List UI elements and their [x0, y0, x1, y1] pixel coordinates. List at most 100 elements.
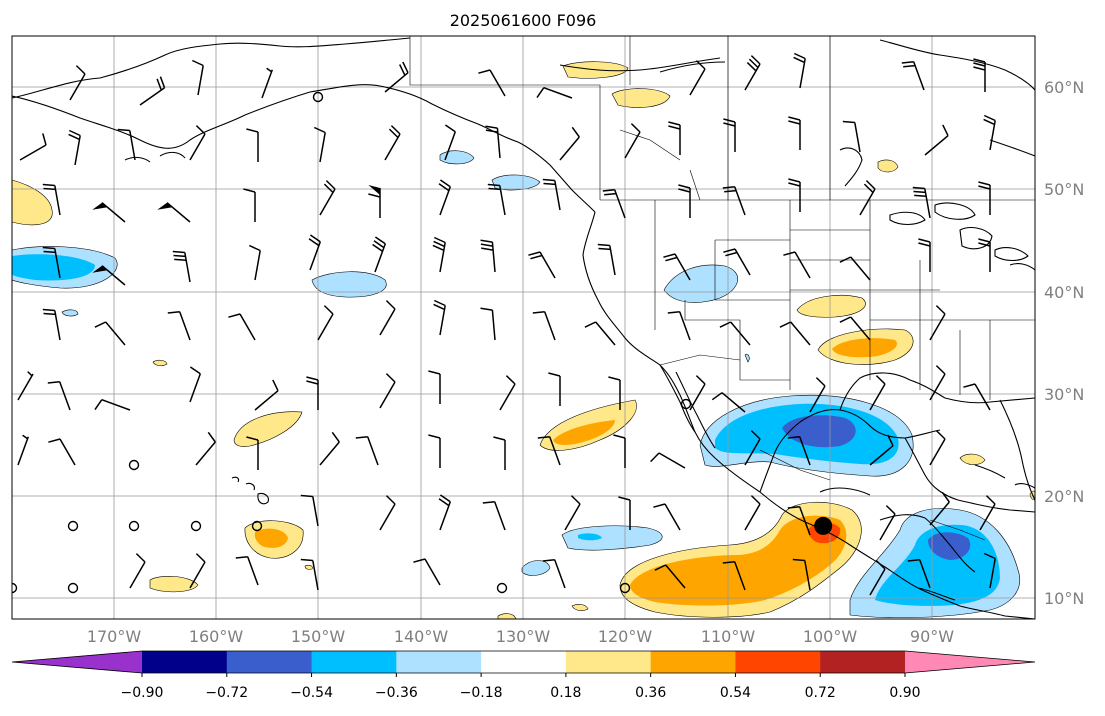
wind-barb — [117, 128, 136, 161]
colorbar-tick-label: 0.72 — [805, 685, 836, 701]
wind-barb — [722, 186, 746, 216]
lat-label: 30°N — [1044, 385, 1084, 404]
wind-barb — [650, 452, 686, 469]
colorbar-tick-label: 0.18 — [550, 685, 581, 701]
colorbar-segment — [820, 651, 906, 673]
wind-barb — [788, 178, 801, 212]
wind-barb — [979, 495, 996, 531]
wind-barb — [191, 59, 204, 96]
map-frame — [11, 35, 1036, 620]
wind-barb — [68, 129, 81, 166]
wind-barb — [924, 124, 949, 156]
wind-barb — [94, 398, 131, 411]
wind-barb — [487, 183, 506, 216]
wind-barb — [929, 491, 950, 526]
wind-barb — [901, 61, 925, 91]
wind-barb — [744, 495, 761, 531]
lon-label: 160°W — [189, 627, 244, 646]
wind-barb — [929, 365, 946, 401]
wind-barb — [978, 238, 991, 272]
wind-barb — [653, 503, 681, 531]
wind-barb — [499, 375, 516, 411]
wind-barb — [564, 495, 581, 531]
wind-barb — [485, 125, 501, 159]
wind-barb — [719, 321, 751, 346]
wind-barb — [678, 184, 691, 218]
wind-barb — [983, 552, 996, 589]
wind-barb — [787, 506, 811, 536]
wind-barb — [542, 178, 561, 211]
anomaly-contour-negative — [521, 560, 551, 576]
wind-barb — [839, 316, 871, 341]
wind-barb — [869, 434, 894, 466]
anomaly-contour-positive — [630, 515, 847, 606]
colorbar-tick-label: −0.72 — [205, 685, 248, 701]
wind-barb — [246, 436, 259, 470]
lon-label: 90°W — [910, 627, 954, 646]
anomaly-contour-positive — [959, 453, 986, 465]
wind-barb — [668, 121, 681, 155]
wind-barb — [368, 188, 381, 218]
colorbar-tick-label: −0.54 — [290, 685, 333, 701]
lon-label: 120°W — [598, 627, 653, 646]
wind-barb — [929, 305, 946, 341]
graticule — [12, 36, 1035, 619]
wind-barb — [433, 299, 446, 336]
wind-barb — [480, 239, 496, 273]
location-marker — [814, 516, 833, 535]
wind-barb — [907, 559, 931, 589]
wind-barb — [792, 558, 811, 591]
wind-barb — [723, 118, 736, 152]
wind-barb — [711, 392, 746, 413]
wind-barb — [973, 58, 986, 92]
lon-label: 100°W — [803, 627, 858, 646]
anomaly-contour-negative — [61, 309, 79, 317]
anomaly-contour-negative — [439, 150, 475, 165]
anomaly-contour-positive — [254, 528, 288, 548]
wind-barb — [663, 253, 691, 281]
colorbar-segment — [12, 651, 142, 673]
anomaly-contour-positive — [553, 420, 615, 445]
wind-barb — [478, 69, 506, 97]
wind-barb — [317, 305, 334, 341]
wind-barb — [532, 311, 556, 341]
colorbar-tick-label: 0.54 — [720, 685, 751, 701]
wind-barb — [432, 236, 446, 273]
wind-barb — [246, 128, 259, 162]
coastlines — [12, 37, 1035, 619]
wind-barb — [879, 505, 896, 541]
wind-barb — [918, 238, 931, 272]
wind-barb — [379, 300, 396, 336]
lon-label: 140°W — [394, 627, 449, 646]
wind-barb — [261, 67, 274, 99]
wind-barb — [608, 376, 621, 410]
anomaly-contour-negative — [561, 525, 663, 551]
wind-barb — [722, 561, 746, 591]
colorbar: −0.90 −0.72 −0.54 −0.36 −0.18 0.18 0.36 0.54 0.7… — [11, 650, 1036, 701]
wind-barb — [667, 311, 691, 341]
wind-barb — [355, 436, 379, 466]
anomaly-contour-positive — [877, 159, 899, 173]
wind-barb — [480, 307, 496, 341]
wind-barb — [528, 251, 556, 279]
wind-barbs — [17, 52, 996, 596]
anomaly-contour-negative — [663, 264, 738, 303]
anomaly-contour-negative — [928, 532, 971, 560]
longitude-labels: 170°W 160°W 150°W 140°W 130°W 120°W 110°… — [87, 627, 954, 646]
lat-label: 40°N — [1044, 283, 1084, 302]
colorbar-segment — [735, 651, 821, 673]
wind-barb — [172, 250, 191, 283]
wind-barb — [597, 243, 616, 276]
wind-barb — [839, 256, 871, 281]
wind-barb — [372, 236, 387, 273]
wind-barb — [248, 244, 261, 281]
wind-barb — [48, 438, 76, 466]
wind-barb — [869, 375, 886, 411]
wind-barb — [444, 124, 457, 161]
wind-barb — [783, 251, 811, 279]
anomaly-contour-negative — [578, 533, 602, 541]
colorbar-segment — [650, 651, 736, 673]
lat-label: 50°N — [1044, 180, 1084, 199]
lon-label: 130°W — [496, 627, 551, 646]
